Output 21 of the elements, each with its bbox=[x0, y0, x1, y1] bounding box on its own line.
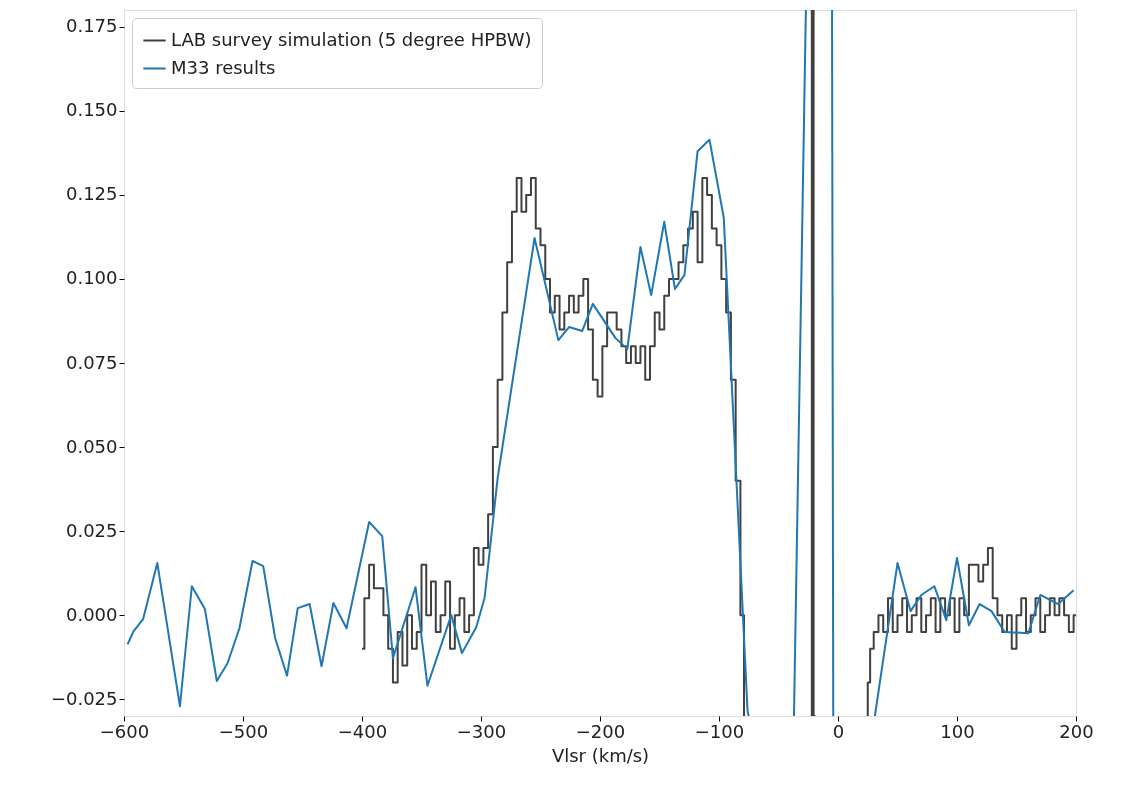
y-tick-label: 0.025 bbox=[65, 519, 118, 541]
y-tick-label: 0.050 bbox=[65, 435, 118, 457]
y-tick-label: 0.100 bbox=[65, 267, 118, 289]
legend-label: LAB survey simulation (5 degree HPBW) bbox=[171, 28, 532, 50]
y-tick-label: 0.000 bbox=[65, 603, 118, 625]
x-axis-title: Vlsr (km/s) bbox=[551, 744, 650, 766]
x-tick-label: 0 bbox=[832, 720, 845, 742]
y-tick-label: −0.025 bbox=[50, 687, 118, 709]
legend-label: M33 results bbox=[171, 56, 276, 78]
x-tick-label: −500 bbox=[218, 720, 269, 742]
x-tick-label: 100 bbox=[940, 720, 975, 742]
y-tick-label: 0.150 bbox=[65, 99, 118, 121]
x-tick-label: −100 bbox=[694, 720, 745, 742]
x-tick-label: −400 bbox=[337, 720, 388, 742]
y-tick-label: 0.075 bbox=[65, 351, 118, 373]
x-tick-label: −600 bbox=[99, 720, 150, 742]
y-tick-label: 0.175 bbox=[65, 15, 118, 37]
y-tick-label: 0.125 bbox=[65, 183, 118, 205]
x-tick-label: 200 bbox=[1059, 720, 1094, 742]
x-tick-label: −300 bbox=[456, 720, 507, 742]
x-tick-label: −200 bbox=[575, 720, 626, 742]
